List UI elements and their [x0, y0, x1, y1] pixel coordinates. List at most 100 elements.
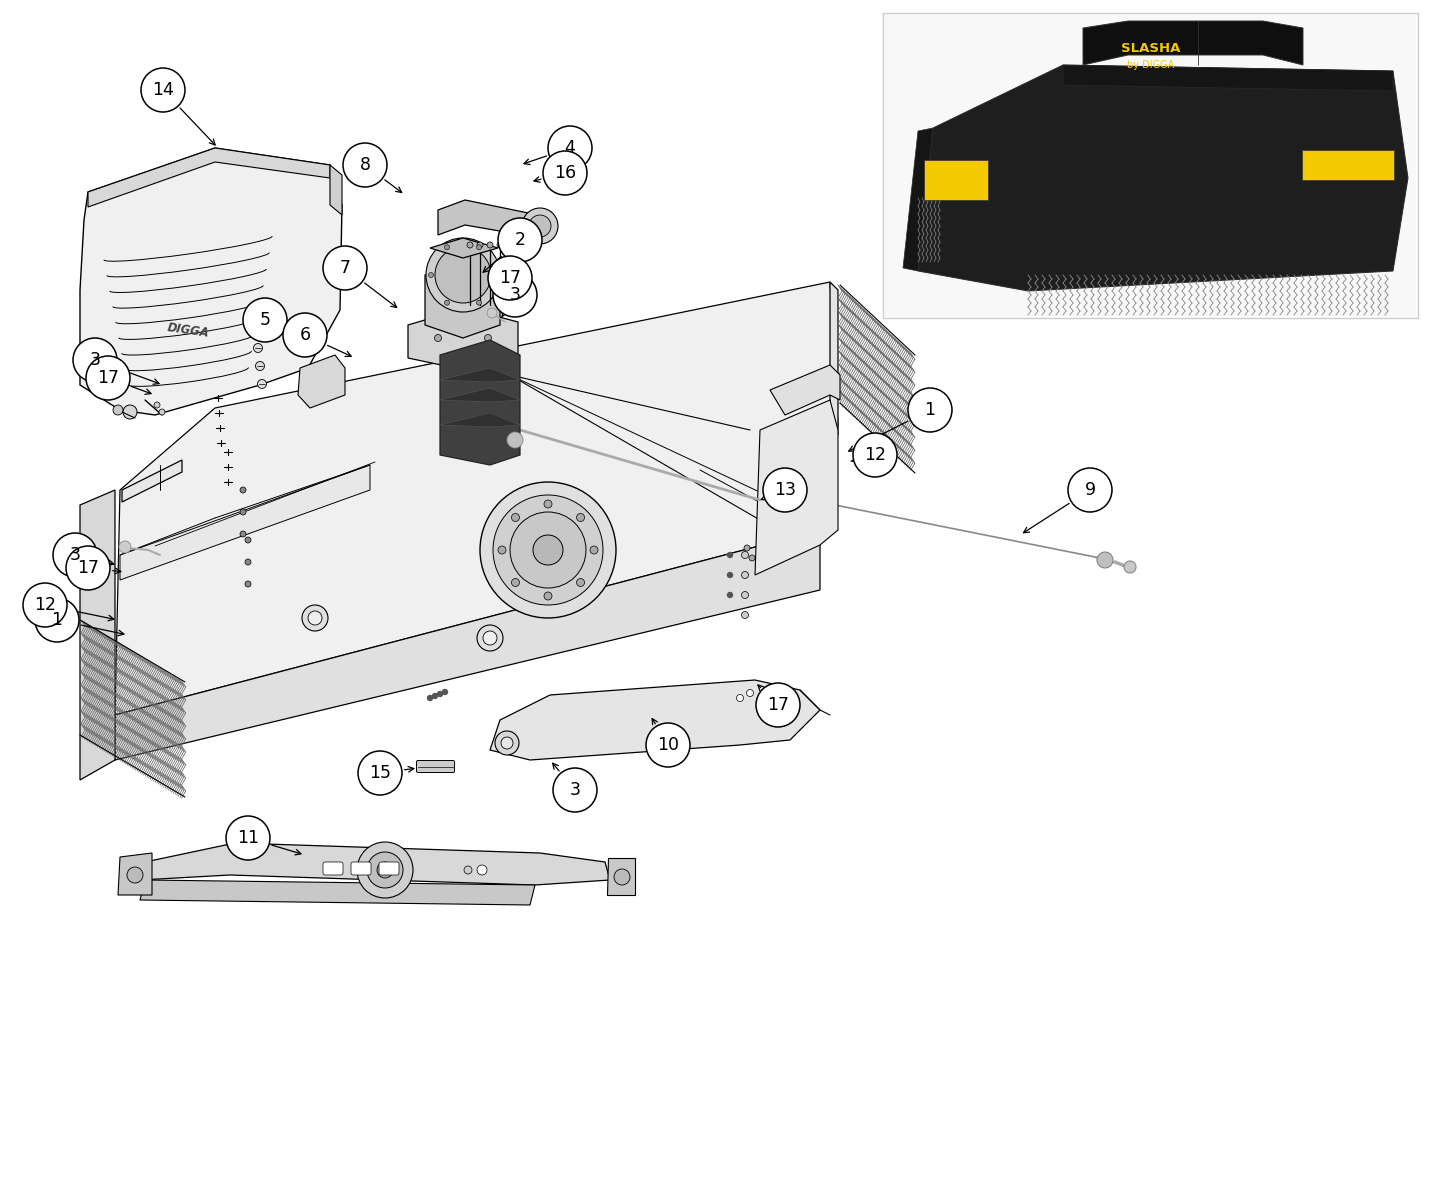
Polygon shape: [770, 365, 840, 415]
Polygon shape: [830, 282, 838, 434]
Text: 1: 1: [924, 401, 936, 419]
Text: 16: 16: [555, 164, 576, 182]
Polygon shape: [755, 400, 838, 575]
Polygon shape: [115, 530, 820, 760]
Circle shape: [741, 571, 748, 578]
Circle shape: [128, 866, 143, 883]
Circle shape: [728, 572, 732, 577]
Circle shape: [357, 842, 413, 898]
Text: 17: 17: [499, 269, 522, 287]
Circle shape: [244, 298, 287, 342]
FancyBboxPatch shape: [924, 160, 987, 200]
Circle shape: [282, 313, 327, 358]
Circle shape: [741, 612, 748, 618]
Circle shape: [255, 361, 265, 371]
Text: 3: 3: [89, 350, 100, 370]
FancyBboxPatch shape: [417, 761, 454, 773]
Polygon shape: [80, 148, 342, 415]
Circle shape: [467, 242, 473, 248]
Circle shape: [576, 578, 585, 587]
Text: 10: 10: [656, 736, 679, 754]
Polygon shape: [330, 164, 342, 215]
Circle shape: [749, 554, 755, 560]
Text: 3: 3: [510, 286, 520, 304]
Circle shape: [159, 409, 165, 415]
Polygon shape: [298, 355, 345, 408]
Circle shape: [529, 215, 552, 236]
Circle shape: [436, 247, 492, 302]
Circle shape: [480, 482, 616, 618]
Circle shape: [545, 500, 552, 508]
Polygon shape: [440, 388, 520, 402]
Circle shape: [426, 238, 500, 312]
Text: 13: 13: [774, 481, 795, 499]
Text: 2: 2: [514, 230, 526, 248]
Circle shape: [494, 731, 519, 755]
Circle shape: [428, 272, 434, 277]
Polygon shape: [80, 490, 115, 780]
Circle shape: [444, 300, 450, 305]
FancyBboxPatch shape: [1303, 150, 1394, 180]
Circle shape: [477, 245, 481, 250]
Text: 6: 6: [299, 326, 311, 344]
Circle shape: [493, 494, 603, 605]
Circle shape: [853, 433, 897, 476]
Text: 1: 1: [52, 611, 63, 629]
Circle shape: [487, 242, 493, 248]
Circle shape: [239, 530, 246, 538]
Circle shape: [1098, 552, 1113, 568]
FancyBboxPatch shape: [378, 862, 398, 875]
Text: 8: 8: [360, 156, 371, 174]
Circle shape: [590, 546, 598, 554]
Circle shape: [113, 404, 123, 415]
Circle shape: [499, 546, 506, 554]
Text: 17: 17: [767, 696, 790, 714]
Circle shape: [239, 509, 246, 515]
Polygon shape: [408, 308, 517, 370]
FancyBboxPatch shape: [351, 862, 371, 875]
Circle shape: [86, 356, 130, 400]
Circle shape: [543, 151, 588, 194]
Circle shape: [507, 432, 523, 448]
Circle shape: [747, 690, 754, 696]
Circle shape: [499, 218, 542, 262]
Polygon shape: [122, 460, 182, 502]
Circle shape: [471, 313, 479, 320]
Circle shape: [1123, 560, 1136, 572]
Text: 3: 3: [569, 781, 580, 799]
Text: by DIGGA: by DIGGA: [1126, 60, 1174, 70]
Circle shape: [464, 866, 471, 874]
Circle shape: [444, 245, 450, 250]
Circle shape: [140, 68, 185, 112]
Circle shape: [258, 379, 267, 389]
Text: 12: 12: [864, 446, 886, 464]
Circle shape: [493, 272, 537, 317]
Text: 9: 9: [1085, 481, 1096, 499]
Circle shape: [512, 514, 520, 522]
Circle shape: [646, 722, 691, 767]
Text: 17: 17: [97, 370, 119, 386]
Circle shape: [433, 694, 437, 698]
Circle shape: [502, 737, 513, 749]
Circle shape: [34, 598, 79, 642]
Polygon shape: [440, 368, 520, 382]
Circle shape: [533, 535, 563, 565]
Polygon shape: [919, 65, 1409, 290]
Circle shape: [447, 313, 454, 320]
Polygon shape: [118, 853, 152, 895]
Circle shape: [471, 356, 479, 364]
Circle shape: [437, 691, 443, 696]
Polygon shape: [120, 464, 370, 580]
Polygon shape: [140, 842, 610, 886]
Polygon shape: [1083, 20, 1303, 65]
Circle shape: [728, 552, 732, 558]
Circle shape: [489, 256, 532, 300]
Circle shape: [119, 541, 130, 553]
Polygon shape: [440, 340, 520, 464]
Circle shape: [73, 338, 118, 382]
Polygon shape: [140, 880, 535, 905]
Circle shape: [447, 356, 454, 364]
Circle shape: [367, 852, 403, 888]
Circle shape: [322, 246, 367, 290]
Circle shape: [762, 468, 807, 512]
